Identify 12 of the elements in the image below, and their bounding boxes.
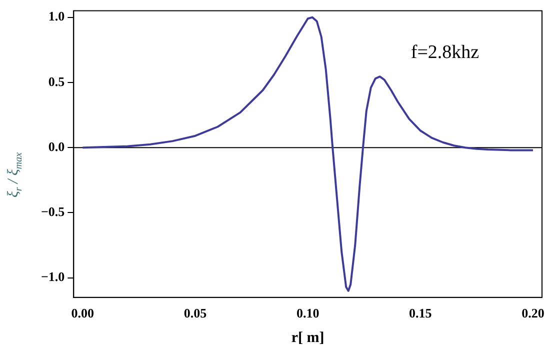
x-tick-label: 0.20: [522, 306, 544, 321]
y-tick-label: −0.5: [40, 204, 66, 220]
annotation: f=2.8khz: [410, 42, 480, 63]
x-tick-label: 0.00: [71, 306, 94, 321]
x-tick-label: 0.15: [409, 306, 432, 321]
x-tick-label: 0.10: [296, 306, 320, 321]
x-axis-title: r[ m]: [291, 330, 324, 346]
x-tick-label: 0.05: [184, 306, 208, 321]
y-tick-label: 0.5: [48, 74, 66, 89]
y-tick-label: 1.0: [48, 8, 65, 24]
y-tick-label: −1.0: [40, 269, 65, 284]
y-tick-label: 0.0: [48, 138, 65, 154]
